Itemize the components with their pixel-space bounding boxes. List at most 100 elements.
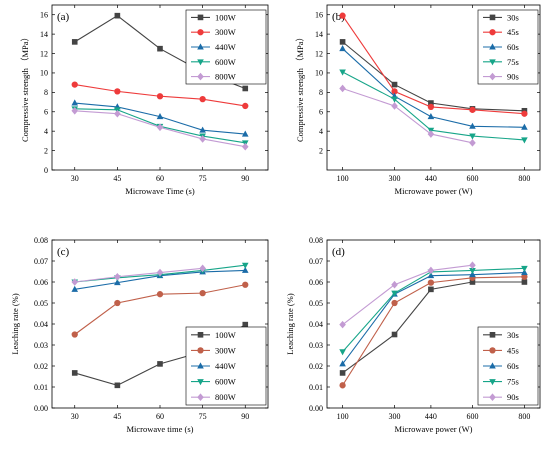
legend-label: 75s bbox=[507, 57, 519, 67]
legend-label: 30s bbox=[507, 12, 519, 22]
data-point bbox=[114, 299, 121, 307]
y-tick-label: 4 bbox=[44, 127, 48, 136]
x-tick-label: 75 bbox=[199, 174, 207, 183]
legend-marker bbox=[489, 14, 496, 21]
data-point bbox=[71, 285, 79, 292]
y-axis-title: Leaching rate (%) bbox=[285, 293, 295, 355]
legend-marker bbox=[489, 43, 496, 50]
legend-label: 90s bbox=[507, 392, 519, 402]
data-point bbox=[391, 331, 398, 338]
series-30s bbox=[339, 279, 528, 376]
y-tick-label: 0.07 bbox=[309, 257, 323, 266]
legend-label: 800W bbox=[215, 72, 236, 82]
y-tick-label: 2 bbox=[44, 146, 48, 155]
data-point bbox=[339, 39, 346, 45]
legend: 30s 45s 60s 75s 90s bbox=[477, 326, 539, 406]
data-point bbox=[339, 69, 346, 76]
x-tick-label: 30 bbox=[71, 412, 79, 421]
y-tick-label: 0.08 bbox=[34, 236, 48, 245]
y-tick-label: 0.02 bbox=[34, 362, 48, 371]
legend-marker bbox=[197, 59, 204, 66]
legend-label: 60s bbox=[507, 42, 519, 52]
plot-frame bbox=[326, 4, 541, 171]
data-point bbox=[339, 349, 346, 356]
data-point bbox=[199, 96, 206, 103]
legend-label: 600W bbox=[215, 57, 236, 67]
x-tick-label: 100 bbox=[337, 174, 349, 183]
legend-marker bbox=[489, 347, 496, 354]
data-point bbox=[521, 110, 528, 117]
y-tick-label: 0.03 bbox=[34, 341, 48, 350]
x-tick-label: 440 bbox=[425, 412, 437, 421]
data-point bbox=[156, 93, 164, 100]
data-point bbox=[339, 370, 346, 376]
y-axis-title: Compressive strength （MPa） bbox=[20, 33, 30, 142]
y-tick-label: 0.04 bbox=[309, 320, 323, 329]
series-45s bbox=[339, 12, 528, 117]
data-point bbox=[71, 370, 78, 376]
data-point bbox=[428, 100, 434, 106]
data-point bbox=[71, 81, 78, 88]
legend-marker bbox=[197, 43, 204, 50]
x-axis-title: Microwave Time (s) bbox=[125, 186, 195, 196]
data-point bbox=[427, 279, 435, 286]
y-tick-label: 0.00 bbox=[34, 404, 48, 413]
data-point bbox=[469, 133, 476, 140]
data-point bbox=[156, 123, 164, 132]
y-tick-label: 0.05 bbox=[309, 299, 323, 308]
data-point bbox=[71, 106, 79, 115]
y-tick-label: 0.02 bbox=[309, 362, 323, 371]
series-line bbox=[74, 267, 203, 283]
panel-label: (c) bbox=[57, 246, 70, 258]
data-point bbox=[427, 266, 435, 275]
legend-label: 440W bbox=[215, 42, 236, 52]
legend-marker bbox=[489, 29, 496, 36]
data-point bbox=[469, 106, 476, 113]
chart-panel-2: 100 300 440 600 800 2 4 6 8 10 12 14 16 Microwave pow… bbox=[295, 4, 541, 196]
legend-marker bbox=[489, 72, 496, 81]
x-tick-label: 300 bbox=[389, 412, 401, 421]
legend-marker bbox=[489, 379, 496, 386]
x-tick-label: 90 bbox=[241, 174, 249, 183]
data-point bbox=[156, 268, 164, 277]
series-800W bbox=[71, 106, 249, 151]
x-tick-label: 300 bbox=[389, 174, 401, 183]
data-point bbox=[469, 261, 476, 269]
data-point bbox=[114, 109, 121, 118]
data-point bbox=[339, 360, 346, 367]
data-point bbox=[71, 331, 78, 338]
data-point bbox=[242, 281, 249, 288]
series-90s bbox=[339, 84, 476, 147]
data-point bbox=[521, 273, 528, 280]
x-axis-title: Microwave time (s) bbox=[126, 424, 193, 434]
y-tick-label: 0.06 bbox=[34, 278, 48, 287]
data-point bbox=[71, 278, 79, 286]
legend-marker bbox=[197, 14, 204, 21]
chart-panel-3: 30 45 60 75 90 0.00 0.01 0.02 0.03 0.04 0.05 0.06 0.… bbox=[10, 236, 269, 434]
legend: 30s 45s 60s 75s 90s bbox=[477, 9, 539, 85]
y-tick-label: 0.00 bbox=[309, 404, 323, 413]
y-tick-label: 12 bbox=[315, 49, 323, 58]
legend: 100W 300W 440W 600W 800W bbox=[185, 326, 267, 406]
y-tick-label: 12 bbox=[40, 49, 48, 58]
legend-marker bbox=[197, 72, 204, 81]
legend-label: 90s bbox=[507, 72, 519, 82]
data-point bbox=[241, 142, 249, 151]
legend-marker bbox=[489, 362, 496, 369]
y-tick-label: 16 bbox=[315, 11, 323, 20]
series-line bbox=[342, 87, 473, 144]
y-tick-label: 6 bbox=[44, 108, 48, 117]
data-point bbox=[521, 265, 528, 272]
x-tick-label: 75 bbox=[199, 412, 207, 421]
panel-label: (d) bbox=[332, 246, 345, 258]
y-tick-label: 0.07 bbox=[34, 257, 48, 266]
data-point bbox=[199, 126, 206, 133]
x-tick-label: 800 bbox=[518, 174, 530, 183]
data-point bbox=[199, 264, 206, 273]
legend-marker bbox=[197, 393, 204, 401]
data-point bbox=[242, 321, 249, 328]
data-point bbox=[199, 289, 206, 297]
chart-panel-4: 100 300 440 600 800 0.00 0.01 0.02 0.03 0.04 0.05 0… bbox=[285, 236, 541, 434]
legend-label: 60s bbox=[507, 361, 519, 371]
y-tick-label: 16 bbox=[40, 11, 48, 20]
